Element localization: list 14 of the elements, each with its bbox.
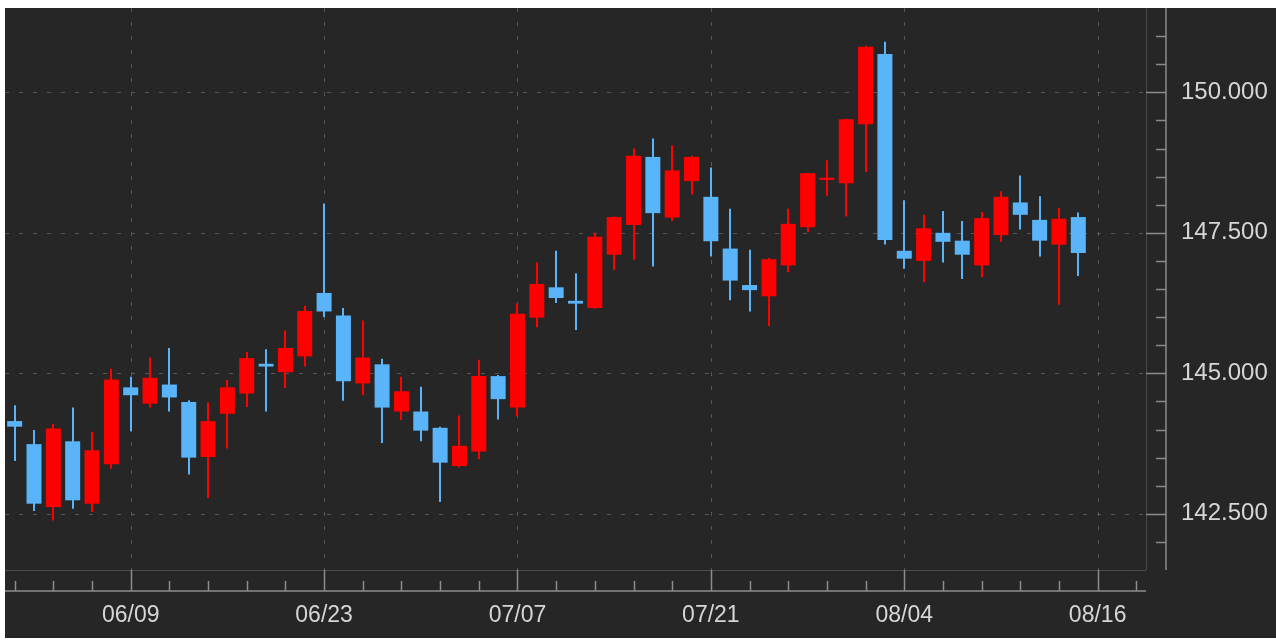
x-tick-label: 06/09 [101, 601, 160, 628]
x-tick-label: 07/07 [488, 601, 547, 628]
candlestick [742, 249, 758, 312]
x-tick-label: 08/04 [875, 601, 934, 628]
x-tick-label: 06/23 [295, 601, 353, 628]
candlestick [7, 405, 23, 461]
y-tick-label: 150.000 [1181, 76, 1268, 104]
candlestick [258, 349, 274, 412]
x-tick-label: 07/21 [682, 601, 740, 628]
x-tick-label: 08/16 [1068, 601, 1127, 628]
y-tick-label: 142.500 [1181, 498, 1268, 526]
y-tick-label: 145.000 [1181, 357, 1268, 385]
y-tick-label: 147.500 [1181, 217, 1268, 245]
candlestick [568, 273, 583, 331]
